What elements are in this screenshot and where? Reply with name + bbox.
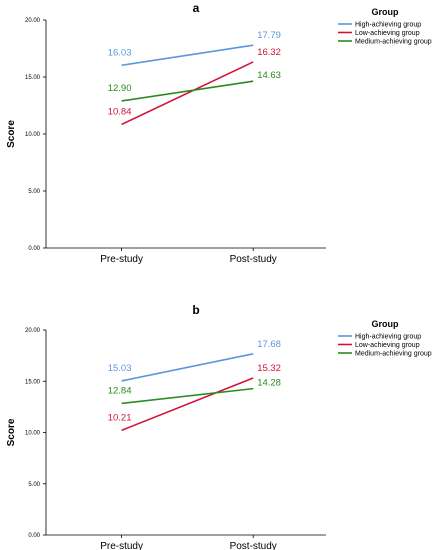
- series-line-0: [121, 352, 254, 382]
- data-label: 17.79: [257, 30, 281, 41]
- data-label: 12.90: [108, 83, 132, 94]
- y-tick-label: 5.00: [28, 189, 40, 195]
- y-tick-label: 10.00: [25, 431, 41, 437]
- data-label: 14.63: [257, 70, 281, 81]
- series-line-1: [121, 61, 254, 126]
- x-tick-label: Post-study: [230, 541, 277, 550]
- y-axis-title: Score: [6, 418, 17, 446]
- legend-title: Group: [372, 319, 399, 329]
- data-label: 17.68: [257, 339, 281, 350]
- data-label: 15.03: [108, 363, 132, 374]
- data-label: 12.84: [108, 385, 132, 396]
- panel-title: b: [192, 303, 199, 317]
- legend-item-label: Low-achieving group: [355, 30, 420, 37]
- panel-title: a: [193, 1, 200, 15]
- legend-item-label: High-achieving group: [355, 334, 421, 341]
- y-tick-label: 15.00: [25, 379, 41, 385]
- x-tick-label: Pre-study: [100, 254, 143, 265]
- y-tick-label: 15.00: [25, 75, 41, 81]
- y-tick-label: 0.00: [28, 246, 40, 252]
- legend-title: Group: [372, 7, 399, 17]
- data-label: 15.32: [257, 363, 281, 374]
- legend-item-label: Medium-achieving group: [355, 351, 432, 358]
- y-tick-label: 5.00: [28, 482, 40, 488]
- data-label: 16.03: [108, 47, 132, 58]
- series-line-2: [121, 80, 254, 102]
- data-label: 10.84: [108, 106, 132, 117]
- series-line-2: [121, 387, 254, 405]
- legend-item-label: Low-achieving group: [355, 342, 420, 349]
- y-tick-label: 10.00: [25, 132, 41, 138]
- y-axis-title: Score: [6, 120, 17, 148]
- legend-item-label: High-achieving group: [355, 22, 421, 29]
- series-line-0: [121, 44, 254, 67]
- series-line-1: [121, 377, 254, 432]
- data-label: 16.32: [257, 47, 281, 58]
- chart-panel-b: b 0.00 5.00 10.00 15.00 20.00 Score Pre-study Po…: [6, 303, 432, 550]
- chart-panel-a: a 0.00 5.00 10.00 15.00 20.00 Score Pre-study Po…: [6, 1, 432, 265]
- x-tick-label: Post-study: [230, 254, 277, 265]
- data-label: 10.21: [108, 412, 132, 423]
- y-tick-label: 0.00: [28, 533, 40, 539]
- data-label: 14.28: [257, 378, 281, 389]
- x-tick-label: Pre-study: [100, 541, 143, 550]
- y-tick-label: 20.00: [25, 18, 41, 24]
- y-tick-label: 20.00: [25, 328, 41, 334]
- legend-item-label: Medium-achieving group: [355, 39, 432, 46]
